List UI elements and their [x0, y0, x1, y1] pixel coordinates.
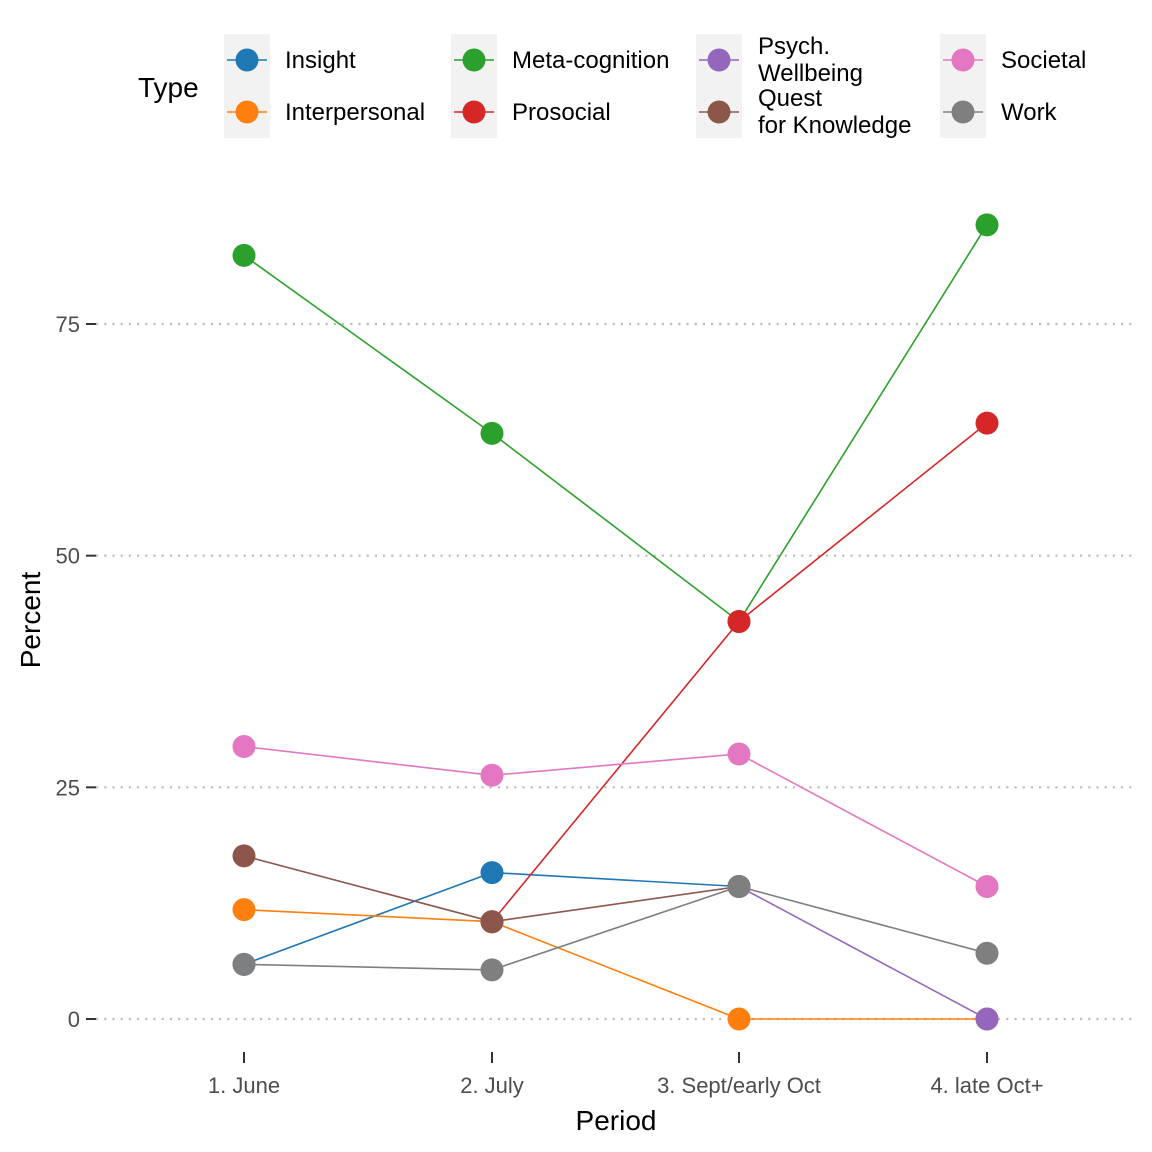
data-point-quest-for-knowledge-2: [480, 910, 504, 934]
x-axis-title: Period: [576, 1105, 657, 1136]
x-tick-label-4: 4. late Oct+: [930, 1073, 1043, 1098]
data-point-quest-for-knowledge-1: [232, 844, 256, 868]
series-line-psych-wellbeing: [738, 885, 988, 1020]
data-point-work-1: [232, 952, 256, 976]
data-point-societal-4: [975, 874, 999, 898]
data-point-prosocial-3: [727, 609, 751, 633]
data-point-work-3: [727, 874, 751, 898]
legend-key-point-work: [951, 100, 975, 124]
legend-key-point-quest-for-knowledge: [707, 100, 731, 124]
data-point-work-4: [975, 941, 999, 965]
legend-key-point-meta-cognition: [462, 48, 486, 72]
series-line-work: [243, 885, 988, 971]
y-tick-label-25: 25: [56, 775, 80, 800]
data-point-societal-2: [480, 763, 504, 787]
data-point-interpersonal-1: [232, 898, 256, 922]
legend-label-psych-wellbeing: Psych. Wellbeing: [758, 33, 863, 87]
legend-label-insight: Insight: [285, 47, 356, 74]
series-line-interpersonal: [243, 908, 987, 1020]
x-tick-label-1: 1. June: [208, 1073, 280, 1098]
data-point-meta-cognition-1: [232, 243, 256, 267]
data-point-societal-3: [727, 742, 751, 766]
legend-label-work: Work: [1001, 99, 1058, 126]
y-tick-label-50: 50: [56, 544, 80, 569]
legend-label-societal: Societal: [1001, 47, 1086, 74]
y-axis-title: Percent: [15, 572, 46, 669]
x-tick-label-3: 3. Sept/early Oct: [657, 1073, 821, 1098]
data-point-insight-2: [480, 861, 504, 885]
axes: 0 25 50 75 1. June 2. July 3. Sept/early Oct 4.…: [56, 312, 1044, 1098]
data-point-work-2: [480, 958, 504, 982]
legend-label-meta-cognition: Meta-cognition: [512, 47, 669, 74]
data-point-interpersonal-3: [727, 1007, 751, 1031]
grid-lines: [96, 322, 1136, 1021]
data-point-psych-wellbeing-4: [975, 1007, 999, 1031]
legend-key-point-interpersonal: [235, 100, 259, 124]
legend-title: Type: [138, 72, 199, 103]
legend-label-quest-for-knowledge: Quest for Knowledge: [758, 85, 911, 139]
data-point-prosocial-4: [975, 411, 999, 435]
data-series: [232, 213, 999, 1031]
data-point-meta-cognition-2: [480, 421, 504, 445]
legend-key-point-societal: [951, 48, 975, 72]
legend: Type Insight Interpersonal Meta-cognition P…: [138, 33, 1086, 139]
data-point-societal-1: [232, 735, 256, 759]
legend-key-point-prosocial: [462, 100, 486, 124]
legend-label-prosocial: Prosocial: [512, 99, 611, 126]
series-line-meta-cognition: [243, 224, 988, 623]
legend-label-interpersonal: Interpersonal: [285, 99, 425, 126]
y-tick-label-0: 0: [68, 1007, 80, 1032]
legend-key-point-psych-wellbeing: [707, 48, 731, 72]
y-tick-label-75: 75: [56, 312, 80, 337]
legend-key-point-insight: [235, 48, 259, 72]
series-line-societal: [243, 745, 988, 888]
x-tick-label-2: 2. July: [460, 1073, 524, 1098]
data-point-meta-cognition-4: [975, 213, 999, 237]
